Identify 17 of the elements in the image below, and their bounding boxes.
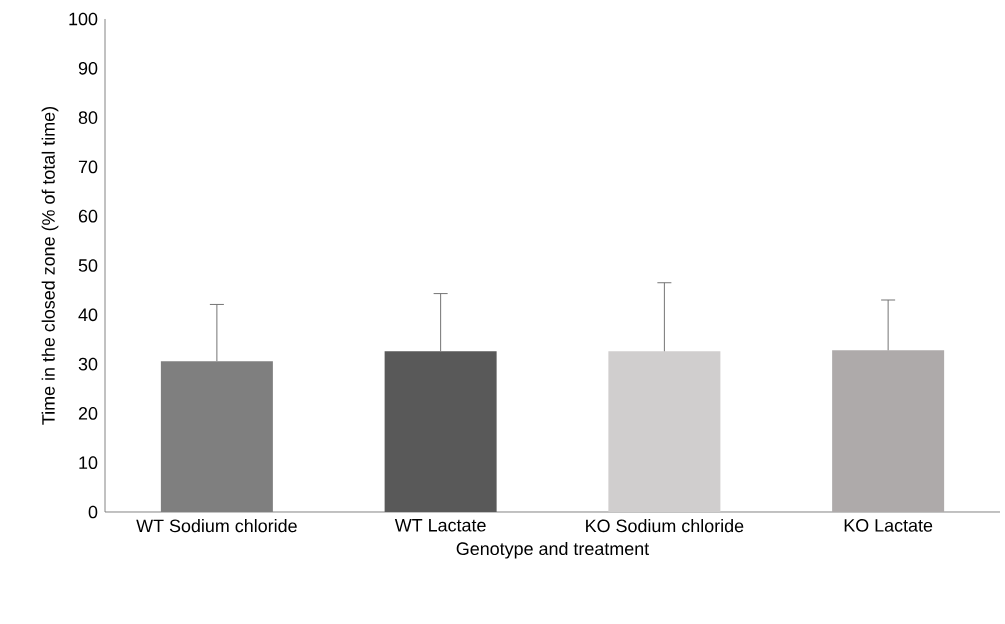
y-tick-label: 20 bbox=[78, 407, 98, 420]
y-tick-label: 10 bbox=[79, 456, 98, 470]
y-tick-label: 60 bbox=[78, 209, 98, 223]
y-tick-label: 0 bbox=[88, 505, 98, 519]
y-tick-label: 50 bbox=[78, 259, 98, 272]
y-tick-label: 100 bbox=[69, 12, 98, 26]
x-tick-label: KO Lactate bbox=[844, 519, 933, 532]
x-tick-label: WT Lactate bbox=[394, 519, 486, 532]
y-tick-label: 40 bbox=[78, 308, 98, 322]
y-axis-title: Time in the closed zone (% of total time) bbox=[41, 107, 59, 425]
x-axis-title: Genotype and treatment bbox=[456, 541, 650, 559]
x-tick-label: WT Sodium chloride bbox=[136, 519, 297, 533]
y-tick-label: 70 bbox=[78, 160, 98, 174]
y-tick-label: 30 bbox=[78, 357, 98, 371]
x-tick-label: KO Sodium chloride bbox=[586, 519, 744, 533]
y-tick-label: 80 bbox=[78, 111, 98, 124]
y-tick-label: 90 bbox=[78, 61, 98, 75]
